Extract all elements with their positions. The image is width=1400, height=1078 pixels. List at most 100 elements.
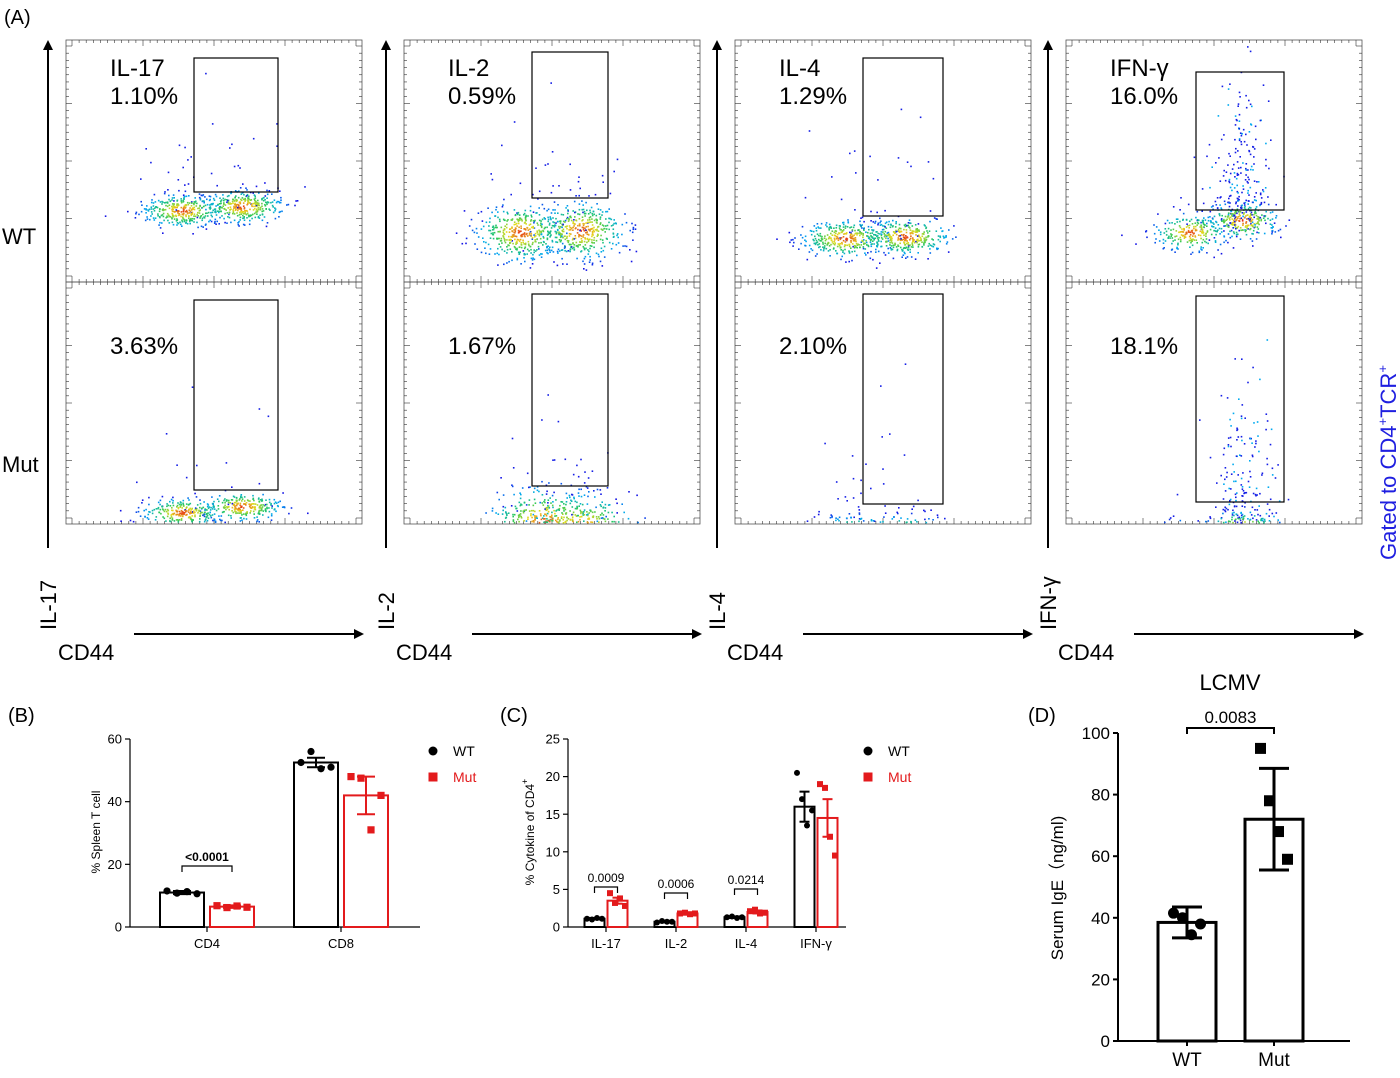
flow-dot [820, 249, 822, 251]
flow-dot [556, 520, 558, 523]
flow-dot [161, 203, 163, 205]
flow-dot [193, 510, 195, 512]
flow-dot [591, 241, 593, 244]
flow-dot [204, 196, 206, 198]
flow-dot [814, 242, 817, 245]
flow-dot [525, 223, 527, 225]
flow-dot [1174, 251, 1176, 253]
flow-dot [906, 521, 908, 523]
flow-dot [1176, 221, 1179, 223]
flow-dot [833, 240, 836, 243]
flow-dot [851, 243, 854, 245]
flow-dot [227, 207, 229, 209]
flow-dot [860, 492, 862, 495]
flow-dot [898, 230, 900, 232]
flow-dot [1201, 229, 1204, 231]
flow-dot [499, 230, 501, 233]
flow-dot [613, 520, 615, 523]
flow-dot [1182, 231, 1185, 233]
flow-dot [560, 249, 563, 251]
flow-dot [580, 235, 583, 237]
flow-dot [178, 503, 181, 506]
flow-dot [208, 199, 211, 202]
flow-dot [590, 228, 593, 230]
flow-dot [231, 200, 234, 203]
flow-dot [561, 242, 564, 245]
flow-dot [863, 227, 865, 230]
flow-dot [616, 234, 618, 237]
flow-dot [582, 513, 584, 515]
flow-dot [815, 242, 818, 244]
flow-dot [235, 512, 237, 515]
flow-dot [1212, 226, 1215, 228]
flow-dot [865, 239, 867, 242]
flow-dot [609, 217, 611, 220]
flow-dot [909, 232, 912, 234]
flow-dot [242, 205, 245, 207]
flow-dot [538, 234, 541, 237]
flow-dot [1288, 219, 1291, 221]
flow-dot [579, 509, 582, 512]
flow-dot [559, 232, 561, 235]
flow-dot [564, 520, 567, 523]
flow-dot [146, 517, 149, 519]
flow-dot [862, 240, 864, 243]
flow-dot [855, 240, 857, 243]
flow-dot [1273, 222, 1276, 224]
flow-dot [1237, 103, 1240, 105]
flow-dot [629, 249, 631, 251]
flow-dot [1250, 220, 1253, 223]
flow-dot [241, 212, 243, 214]
flow-dot [892, 225, 894, 227]
flow-dot [244, 210, 246, 212]
flow-dot [274, 209, 276, 212]
flow-dot [923, 509, 925, 512]
flow-dot [840, 198, 843, 201]
flow-dot [228, 216, 231, 219]
flow-dot [1176, 246, 1178, 249]
flow-dot [898, 235, 900, 237]
flow-dot [539, 224, 542, 226]
flow-dot [800, 234, 802, 236]
flow-dot [947, 251, 950, 253]
flow-dot [235, 511, 237, 513]
flow-dot [528, 234, 531, 236]
flow-dot [621, 233, 623, 236]
flow-dot [506, 514, 508, 516]
flow-dot [185, 514, 187, 516]
flow-dot [557, 420, 560, 423]
flow-dot [1190, 253, 1192, 255]
flow-dot [207, 504, 210, 506]
flow-dot [852, 477, 855, 480]
flow-dot [234, 506, 236, 508]
flow-dot [198, 193, 201, 195]
flow-dot [519, 513, 522, 515]
flow-dot [1213, 215, 1216, 218]
flow-dot [814, 243, 817, 246]
flow-dot [831, 516, 833, 519]
flow-dot [887, 237, 889, 240]
flow-dot [240, 193, 243, 195]
flow-dot [455, 232, 458, 234]
flow-dot [595, 239, 598, 242]
flow-dot [151, 199, 153, 201]
flow-dot [873, 237, 875, 240]
flow-dot [218, 208, 221, 210]
flow-dot [514, 235, 517, 237]
flow-dot [186, 222, 189, 225]
flow-dot [517, 518, 519, 521]
flow-dot [262, 493, 264, 496]
flow-dot [867, 231, 869, 234]
flow-dot [214, 520, 217, 523]
flow-dot [589, 247, 591, 250]
flow-dot [231, 486, 233, 488]
flow-dot [890, 236, 893, 238]
flow-dot [218, 211, 220, 214]
flow-dot [129, 519, 132, 522]
flow-dot [157, 507, 159, 510]
flow-dot [235, 204, 237, 206]
flow-dot [601, 211, 604, 213]
flow-dot [853, 247, 856, 249]
flow-dot [557, 517, 559, 519]
flow-dot [1221, 220, 1223, 222]
